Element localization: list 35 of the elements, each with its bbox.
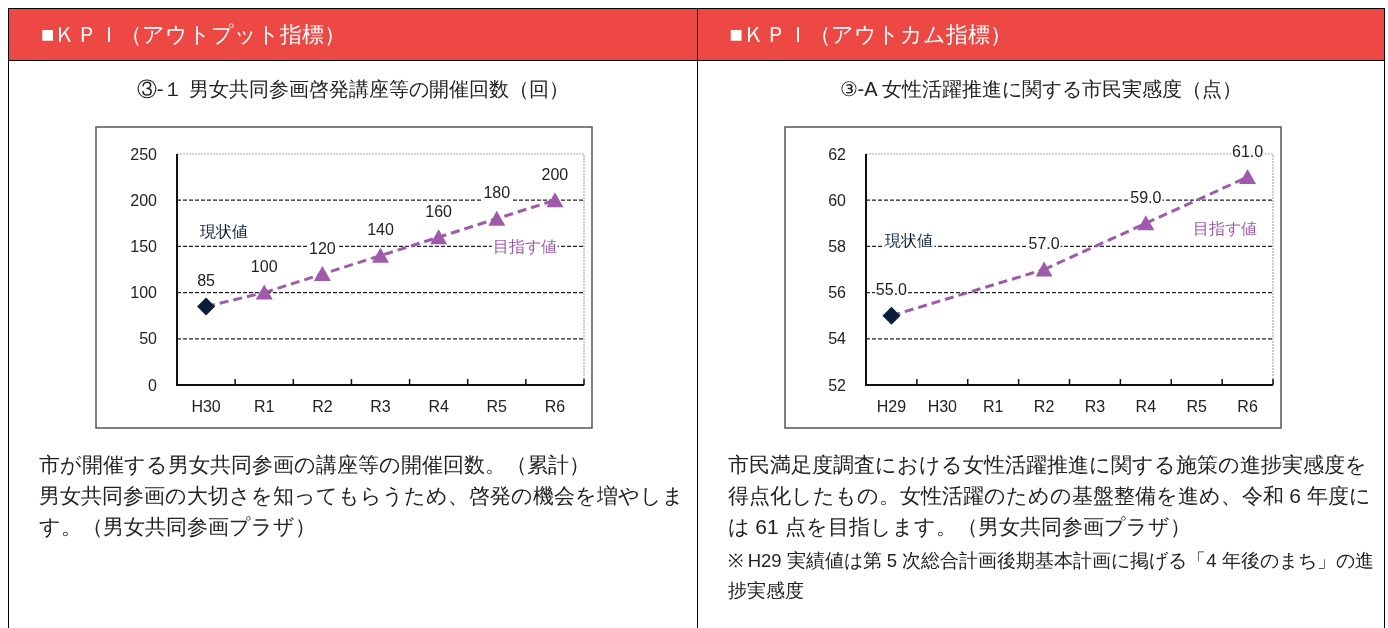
x-tick-label: R6 xyxy=(1236,397,1258,415)
y-tick-label: 60 xyxy=(827,191,846,209)
y-tick-label: 58 xyxy=(827,237,846,255)
x-tick-label: R4 xyxy=(1135,397,1156,415)
chart-subtitle: ③-１ 男女共同参画啓発講座等の開催回数（回） xyxy=(135,77,570,102)
y-tick-label: 250 xyxy=(130,145,158,163)
x-tick-label: H30 xyxy=(191,397,221,415)
y-tick-label: 54 xyxy=(827,330,846,348)
x-tick-label: R6 xyxy=(544,397,566,415)
y-tick-label: 150 xyxy=(130,237,158,255)
x-tick-label: H30 xyxy=(927,397,957,415)
y-tick-label: 52 xyxy=(827,376,846,394)
chart-title: ■ＫＰＩ（アウトプット指標） xyxy=(9,9,697,61)
x-tick-label: R2 xyxy=(1033,397,1054,415)
x-tick-label: H29 xyxy=(876,397,906,415)
chart-title: ■ＫＰＩ（アウトカム指標） xyxy=(697,9,1384,61)
y-tick-label: 0 xyxy=(148,376,158,394)
x-tick-label: R1 xyxy=(253,397,275,415)
chart-subtitle: ③-A 女性活躍推進に関する市民実感度（点） xyxy=(838,77,1243,102)
x-tick-label: R3 xyxy=(1084,397,1105,415)
y-tick-label: 200 xyxy=(130,191,158,209)
text: 市民満足度調査における女性活躍推進に関する施策の進捗実感度を得点化したもの。女性活躍のための基盤整備を進め、令和 6 年度には 61 点を目指します。（男女共同参画プラザ） xyxy=(727,452,1372,540)
y-tick-label: 100 xyxy=(130,284,158,302)
text: 市が開催する男女共同参画の講座等の開催回数。（累計） xyxy=(39,452,591,478)
x-tick-label: R5 xyxy=(486,397,508,415)
y-tick-label: 62 xyxy=(827,145,846,163)
x-tick-label: R4 xyxy=(428,397,449,415)
y-tick-label: 50 xyxy=(139,330,158,348)
text: ※ H29 実績値は第 5 次総合計画後期基本計画に掲げる「4 年後のまち」の進捗実感度 xyxy=(727,549,1375,603)
y-tick-label: 56 xyxy=(827,284,846,302)
x-tick-label: R1 xyxy=(982,397,1004,415)
x-tick-label: R3 xyxy=(370,397,391,415)
text: 男女共同参画の大切さを知ってもらうため、啓発の機会を増やします。（男女共同参画プラザ） xyxy=(39,483,685,540)
x-tick-label: R5 xyxy=(1185,397,1207,415)
x-tick-label: R2 xyxy=(312,397,333,415)
